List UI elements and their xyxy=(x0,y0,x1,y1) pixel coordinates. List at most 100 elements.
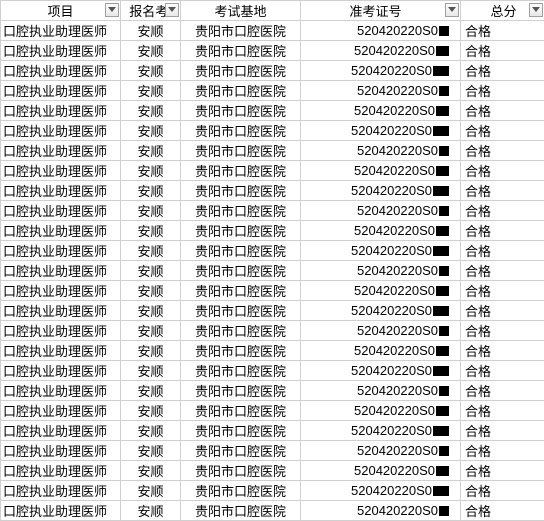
redaction-mask xyxy=(436,406,449,416)
table-row[interactable]: 口腔执业助理医师安顺贵阳市口腔医院520420220S0合格 xyxy=(1,281,544,301)
cell-project: 口腔执业助理医师 xyxy=(1,81,121,101)
redaction-mask xyxy=(433,306,449,316)
table-row[interactable]: 口腔执业助理医师安顺贵阳市口腔医院520420220S0合格 xyxy=(1,121,544,141)
cell-result: 合格 xyxy=(461,181,544,201)
cell-result: 合格 xyxy=(461,121,544,141)
column-header-id[interactable]: 准考证号 xyxy=(301,1,461,21)
table-body: 口腔执业助理医师安顺贵阳市口腔医院520420220S0合格口腔执业助理医师安顺… xyxy=(1,21,544,521)
cell-base: 贵阳市口腔医院 xyxy=(181,381,301,401)
cell-result: 合格 xyxy=(461,361,544,381)
column-header-label: 总分 xyxy=(490,4,516,19)
id-prefix: 520420220S0 xyxy=(357,443,438,458)
id-prefix: 520420220S0 xyxy=(357,203,438,218)
table-row[interactable]: 口腔执业助理医师安顺贵阳市口腔医院520420220S0合格 xyxy=(1,441,544,461)
table-row[interactable]: 口腔执业助理医师安顺贵阳市口腔医院520420220S0合格 xyxy=(1,141,544,161)
table-row[interactable]: 口腔执业助理医师安顺贵阳市口腔医院520420220S0合格 xyxy=(1,61,544,81)
cell-location: 安顺 xyxy=(121,281,181,301)
column-header-location[interactable]: 报名考. xyxy=(121,1,181,21)
table-row[interactable]: 口腔执业助理医师安顺贵阳市口腔医院520420220S0合格 xyxy=(1,101,544,121)
cell-location: 安顺 xyxy=(121,241,181,261)
cell-base: 贵阳市口腔医院 xyxy=(181,61,301,81)
redaction-mask xyxy=(433,246,449,256)
cell-project: 口腔执业助理医师 xyxy=(1,441,121,461)
cell-location: 安顺 xyxy=(121,81,181,101)
cell-location: 安顺 xyxy=(121,41,181,61)
filter-dropdown-button[interactable] xyxy=(165,3,179,17)
filter-dropdown-button[interactable] xyxy=(445,3,459,17)
table-row[interactable]: 口腔执业助理医师安顺贵阳市口腔医院520420220S0合格 xyxy=(1,481,544,501)
column-header-result[interactable]: 总分 xyxy=(461,1,544,21)
id-prefix: 520420220S0 xyxy=(351,243,432,258)
cell-id: 520420220S0 xyxy=(301,241,461,261)
cell-project: 口腔执业助理医师 xyxy=(1,161,121,181)
cell-base: 贵阳市口腔医院 xyxy=(181,281,301,301)
column-header-project[interactable]: 项目 xyxy=(1,1,121,21)
filter-dropdown-button[interactable] xyxy=(105,3,119,17)
cell-location: 安顺 xyxy=(121,61,181,81)
cell-location: 安顺 xyxy=(121,481,181,501)
table-row[interactable]: 口腔执业助理医师安顺贵阳市口腔医院520420220S0合格 xyxy=(1,301,544,321)
data-table: 项目报名考.考试基地准考证号总分 口腔执业助理医师安顺贵阳市口腔医院520420… xyxy=(0,0,544,521)
cell-base: 贵阳市口腔医院 xyxy=(181,141,301,161)
column-header-label: 准考证号 xyxy=(349,4,401,19)
cell-project: 口腔执业助理医师 xyxy=(1,361,121,381)
table-row[interactable]: 口腔执业助理医师安顺贵阳市口腔医院520420220S0合格 xyxy=(1,361,544,381)
table-row[interactable]: 口腔执业助理医师安顺贵阳市口腔医院520420220S0合格 xyxy=(1,201,544,221)
table-row[interactable]: 口腔执业助理医师安顺贵阳市口腔医院520420220S0合格 xyxy=(1,221,544,241)
redaction-mask xyxy=(436,166,449,176)
cell-result: 合格 xyxy=(461,481,544,501)
table-row[interactable]: 口腔执业助理医师安顺贵阳市口腔医院520420220S0合格 xyxy=(1,21,544,41)
cell-project: 口腔执业助理医师 xyxy=(1,321,121,341)
cell-id: 520420220S0 xyxy=(301,101,461,121)
cell-base: 贵阳市口腔医院 xyxy=(181,261,301,281)
cell-id: 520420220S0 xyxy=(301,21,461,41)
table-row[interactable]: 口腔执业助理医师安顺贵阳市口腔医院520420220S0合格 xyxy=(1,501,544,521)
cell-result: 合格 xyxy=(461,261,544,281)
table-row[interactable]: 口腔执业助理医师安顺贵阳市口腔医院520420220S0合格 xyxy=(1,41,544,61)
id-prefix: 520420220S0 xyxy=(351,423,432,438)
cell-result: 合格 xyxy=(461,421,544,441)
cell-location: 安顺 xyxy=(121,121,181,141)
cell-base: 贵阳市口腔医院 xyxy=(181,81,301,101)
cell-base: 贵阳市口腔医院 xyxy=(181,481,301,501)
table-row[interactable]: 口腔执业助理医师安顺贵阳市口腔医院520420220S0合格 xyxy=(1,341,544,361)
table-row[interactable]: 口腔执业助理医师安顺贵阳市口腔医院520420220S0合格 xyxy=(1,461,544,481)
redaction-mask xyxy=(436,226,449,236)
table-row[interactable]: 口腔执业助理医师安顺贵阳市口腔医院520420220S0合格 xyxy=(1,401,544,421)
table-row[interactable]: 口腔执业助理医师安顺贵阳市口腔医院520420220S0合格 xyxy=(1,161,544,181)
cell-location: 安顺 xyxy=(121,141,181,161)
cell-id: 520420220S0 xyxy=(301,301,461,321)
cell-result: 合格 xyxy=(461,301,544,321)
column-header-base[interactable]: 考试基地 xyxy=(181,1,301,21)
cell-result: 合格 xyxy=(461,141,544,161)
table-row[interactable]: 口腔执业助理医师安顺贵阳市口腔医院520420220S0合格 xyxy=(1,181,544,201)
cell-location: 安顺 xyxy=(121,381,181,401)
cell-result: 合格 xyxy=(461,381,544,401)
redaction-mask xyxy=(436,346,449,356)
cell-id: 520420220S0 xyxy=(301,481,461,501)
redaction-mask xyxy=(433,66,449,76)
cell-project: 口腔执业助理医师 xyxy=(1,101,121,121)
table-row[interactable]: 口腔执业助理医师安顺贵阳市口腔医院520420220S0合格 xyxy=(1,81,544,101)
column-header-label: 考试基地 xyxy=(214,4,266,19)
cell-project: 口腔执业助理医师 xyxy=(1,141,121,161)
table-row[interactable]: 口腔执业助理医师安顺贵阳市口腔医院520420220S0合格 xyxy=(1,261,544,281)
table-row[interactable]: 口腔执业助理医师安顺贵阳市口腔医院520420220S0合格 xyxy=(1,321,544,341)
cell-id: 520420220S0 xyxy=(301,401,461,421)
table-row[interactable]: 口腔执业助理医师安顺贵阳市口腔医院520420220S0合格 xyxy=(1,421,544,441)
cell-project: 口腔执业助理医师 xyxy=(1,481,121,501)
filter-dropdown-button[interactable] xyxy=(529,3,543,17)
cell-location: 安顺 xyxy=(121,401,181,421)
cell-project: 口腔执业助理医师 xyxy=(1,461,121,481)
cell-id: 520420220S0 xyxy=(301,421,461,441)
table-row[interactable]: 口腔执业助理医师安顺贵阳市口腔医院520420220S0合格 xyxy=(1,241,544,261)
cell-location: 安顺 xyxy=(121,501,181,521)
redaction-mask xyxy=(436,466,449,476)
cell-project: 口腔执业助理医师 xyxy=(1,21,121,41)
cell-location: 安顺 xyxy=(121,261,181,281)
cell-result: 合格 xyxy=(461,441,544,461)
cell-id: 520420220S0 xyxy=(301,501,461,521)
cell-project: 口腔执业助理医师 xyxy=(1,381,121,401)
table-row[interactable]: 口腔执业助理医师安顺贵阳市口腔医院520420220S0合格 xyxy=(1,381,544,401)
cell-project: 口腔执业助理医师 xyxy=(1,181,121,201)
